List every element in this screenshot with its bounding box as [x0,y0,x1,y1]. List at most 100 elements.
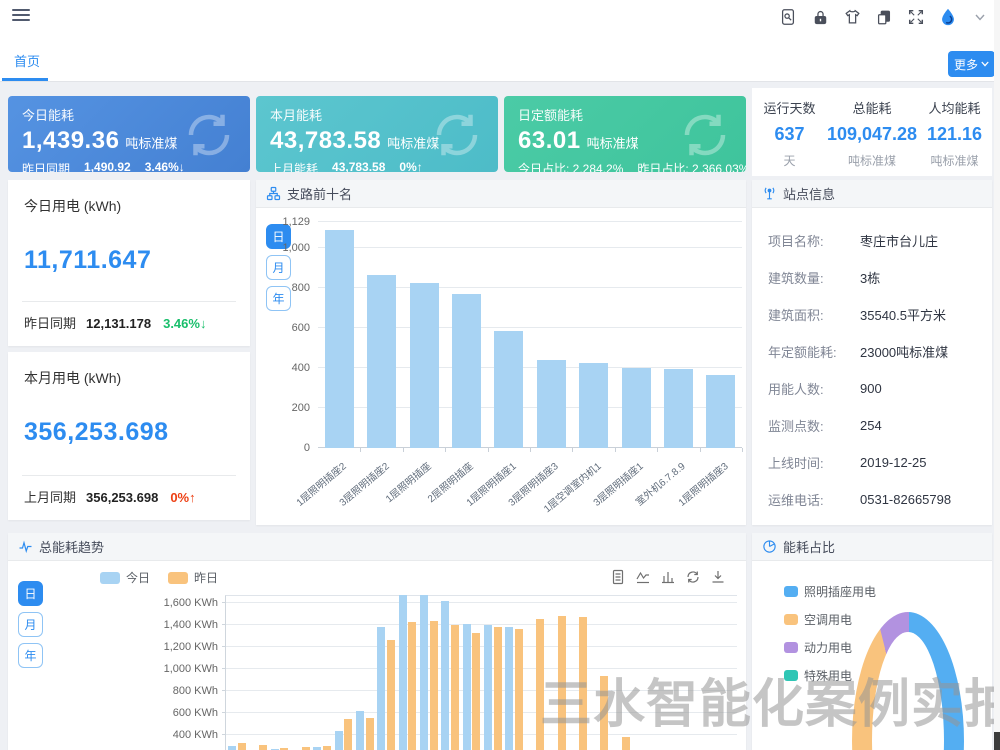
bar-yesterday[interactable] [493,627,502,750]
legend-item[interactable]: 今日 [100,569,150,586]
bar-yesterday[interactable] [280,748,289,750]
bar-today[interactable] [398,595,407,750]
bar-yesterday[interactable] [514,628,523,750]
tab-active-indicator [2,78,48,81]
period-day-button[interactable]: 日 [18,581,43,606]
fullscreen-icon[interactable] [906,6,926,28]
axis-tick [222,733,226,735]
bar-today[interactable] [462,623,471,750]
legend-item[interactable]: 昨日 [168,569,218,586]
bar-today[interactable] [228,746,236,750]
trend-bar-chart: 400 KWh 600 KWh 800 KWh 1,000 KWh 1,200 KWh 1… [164,595,737,750]
scrollbar[interactable] [994,0,1000,750]
bar-yesterday[interactable] [536,619,545,750]
proportion-legend: 照明插座用电 空调用电动力用电特殊用电 [784,583,876,684]
trend-legend: 今日 昨日 [100,569,218,586]
branch-top10-panel: 支路前十名 日 月 年 0 200 400 600 800 1,000 1,129 1层照明插… [256,180,746,525]
line-chart-icon[interactable] [635,569,651,585]
card-sub-delta: 0%↑ [399,160,423,172]
period-year-button[interactable]: 年 [18,643,43,668]
theme-icon[interactable] [842,6,862,28]
card-unit: 吨标准煤 [586,136,639,151]
scrollbar-thumb[interactable] [994,732,1000,750]
bar[interactable] [451,293,481,448]
maintenance-icon[interactable] [778,6,798,28]
legend-item[interactable]: 动力用电 [784,639,876,656]
compare-row: 昨日同期 12,131.178 3.46%↓ [24,313,206,332]
compare-row: 上月同期 356,253.698 0%↑ [24,487,196,506]
bar-yesterday[interactable] [344,719,353,750]
legend-item[interactable]: 特殊用电 [784,667,876,684]
chevron-down-icon[interactable] [970,6,990,28]
bar-today[interactable] [334,730,343,750]
bar[interactable] [324,229,354,448]
y-axis-label: 0 [303,442,310,454]
bar-yesterday[interactable] [450,624,459,750]
bar-yesterday[interactable] [408,621,417,750]
bar-yesterday[interactable] [301,747,310,750]
gridline [226,733,737,735]
site-info-row: 年定额能耗: 23000吨标准煤 [752,333,992,370]
delta-badge: 3.46%↓ [163,316,207,331]
bar-today[interactable] [420,595,428,750]
legend-item[interactable]: 空调用电 [784,611,876,628]
bar-chart-icon[interactable] [660,569,676,585]
bar[interactable] [663,368,693,448]
stat-value: 121.16 [926,124,983,144]
site-info-row: 上线时间: 2019-12-25 [752,444,992,481]
axis-tick [572,448,574,452]
bar-yesterday[interactable] [237,742,246,750]
electricity-value: 11,711.647 [24,246,152,274]
copy-icon[interactable] [874,6,894,28]
card-daily-quota-energy: 日定额能耗 63.01 吨标准煤 今日占比: 2,284.2% 昨日占比: 2,36… [504,96,746,172]
y-axis-label: 800 [291,281,310,294]
bar[interactable] [536,359,566,448]
y-axis-label: 800 KWh [172,684,218,697]
bar-today[interactable] [441,600,450,750]
data-view-icon[interactable] [610,569,626,585]
refresh-icon[interactable] [685,569,701,585]
bar-yesterday[interactable] [386,640,395,750]
more-button[interactable]: 更多 [948,51,995,77]
download-icon[interactable] [710,569,726,585]
bar[interactable] [579,362,609,448]
bar-today[interactable] [313,747,322,750]
card-sub-value: 43,783.58 [332,160,386,172]
y-axis-label: 400 KWh [172,728,218,741]
period-month-button[interactable]: 月 [18,612,43,637]
bar-yesterday[interactable] [365,717,374,750]
bar[interactable] [409,282,439,448]
period-month-button[interactable]: 月 [266,255,291,280]
tab-home[interactable]: 首页 [14,54,41,69]
bar-yesterday[interactable] [600,675,609,750]
axis-tick [360,448,362,452]
divider [22,475,236,476]
bar-yesterday[interactable] [472,632,481,750]
bar[interactable] [706,374,736,448]
bar-yesterday[interactable] [258,744,267,750]
period-day-button[interactable]: 日 [266,224,291,249]
bar-today[interactable] [377,627,386,750]
bar-yesterday[interactable] [429,620,438,750]
bar[interactable] [621,367,651,448]
site-info-label: 建筑面积: [768,308,824,323]
bar-yesterday[interactable] [578,616,587,750]
menu-icon[interactable] [12,9,30,25]
bar[interactable] [367,274,397,448]
bar-yesterday[interactable] [557,616,566,750]
refresh-icon [188,114,230,156]
period-year-button[interactable]: 年 [266,286,291,311]
bar-today[interactable] [356,710,364,750]
legend-item[interactable]: 照明插座用电 [784,583,876,600]
bar-yesterday[interactable] [621,737,630,750]
app-logo[interactable] [938,6,958,28]
lock-icon[interactable] [810,6,830,28]
site-info-value: 枣庄市台儿庄 [860,234,939,249]
card-unit: 吨标准煤 [387,136,440,151]
bar-today[interactable] [505,627,514,750]
bar-yesterday[interactable] [322,746,331,750]
card-sub-label: 上月能耗 [270,162,319,172]
bar[interactable] [494,330,524,448]
bar-today[interactable] [484,624,492,750]
site-info-row: 运维电话: 0531-82665798 [752,481,992,518]
